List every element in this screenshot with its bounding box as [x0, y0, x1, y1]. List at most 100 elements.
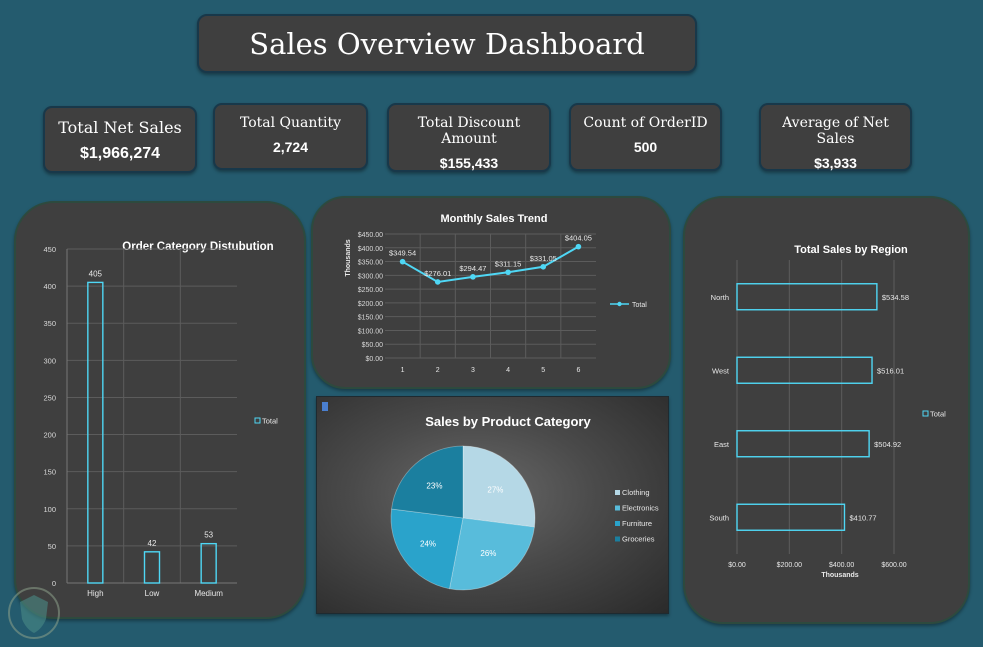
data-label: $410.77: [849, 513, 876, 522]
data-label: 24%: [420, 539, 436, 548]
data-point: [575, 243, 582, 250]
chart-title: Total Sales by Region: [794, 244, 908, 256]
bar: [200, 542, 217, 584]
data-label: 53: [204, 531, 213, 540]
data-point: [540, 263, 547, 270]
data-label: 405: [89, 269, 103, 278]
data-label: $331.05: [530, 254, 557, 263]
legend-label: Total: [930, 410, 946, 419]
x-tick-label: $600.00: [881, 562, 906, 569]
dashboard-title-box: Sales Overview Dashboard: [197, 14, 697, 73]
legend-swatch: [615, 490, 620, 495]
series-line: [402, 245, 579, 283]
bar: [736, 503, 846, 531]
x-tick-label: 4: [506, 367, 510, 374]
y-tick-label: East: [714, 440, 730, 449]
y-tick-label: 400: [43, 282, 56, 291]
kpi-label: Count of OrderID: [583, 115, 708, 131]
kpi-value: 500: [633, 139, 658, 155]
monthly-trend-line-chart: Monthly Sales Trend Thousands $0.00 $50.00 $…: [345, 213, 647, 374]
chart-title: Monthly Sales Trend: [441, 213, 548, 225]
y-tick-label: 300: [43, 356, 56, 365]
kpi-card-total-quantity: Total Quantity 2,724: [213, 103, 368, 170]
bar: [736, 283, 878, 311]
y-tick-label: South: [709, 513, 729, 522]
pie-slice: [449, 517, 535, 591]
y-tick-label: 50: [48, 542, 56, 551]
x-axis-label: Thousands: [821, 572, 858, 579]
y-tick-label: $250.00: [358, 287, 383, 294]
data-label: 27%: [487, 485, 503, 494]
y-tick-label: 150: [43, 468, 56, 477]
kpi-label: Total Discount Amount: [417, 115, 521, 147]
product-pie-chart: Sales by Product Category 27% 26% 24% 23% Clo…: [322, 402, 659, 591]
x-tick-label: $400.00: [829, 562, 854, 569]
y-tick-label: 450: [43, 245, 56, 254]
kpi-value: $3,933: [814, 155, 857, 171]
region-panel: Total Sales by Region $0.00 $200.00 $400.00…: [683, 196, 970, 624]
region-bar-chart: Total Sales by Region $0.00 $200.00 $400.00…: [709, 244, 946, 579]
legend-swatch: [922, 410, 929, 417]
y-tick-label: North: [711, 293, 729, 302]
y-tick-label: 350: [43, 319, 56, 328]
pie-slice: [391, 445, 464, 519]
data-label: $311.15: [495, 259, 522, 268]
kpi-card-total-discount: Total Discount Amount $155,433: [387, 103, 551, 172]
bar: [736, 356, 873, 384]
y-tick-label: $0.00: [365, 356, 383, 363]
data-label: $504.92: [874, 440, 901, 449]
legend-marker: [617, 301, 622, 307]
y-tick-label: $100.00: [358, 328, 383, 335]
legend-swatch: [615, 536, 620, 542]
data-label: $276.01: [424, 269, 451, 278]
y-tick-label: $300.00: [358, 273, 383, 280]
legend-label: Groceries: [622, 535, 655, 544]
data-label: $516.01: [877, 366, 904, 375]
y-tick-label: $450.00: [358, 232, 383, 239]
y-tick-label: 0: [52, 579, 56, 588]
selection-handle: [322, 402, 328, 411]
pie-slice: [390, 508, 464, 590]
kpi-card-average-net-sales: Average of Net Sales $3,933: [759, 103, 912, 171]
y-tick-label: $350.00: [358, 260, 383, 267]
x-tick-label: 5: [541, 367, 545, 374]
chart-title: Sales by Product Category: [425, 414, 591, 429]
bar: [143, 551, 161, 584]
data-label: $349.54: [389, 249, 416, 258]
x-tick-label: 6: [576, 367, 580, 374]
y-tick-label: $50.00: [362, 342, 384, 349]
x-tick-label: $0.00: [728, 562, 746, 569]
data-point: [470, 274, 476, 280]
legend-label: Total: [262, 417, 278, 426]
legend-label: Total: [632, 302, 647, 309]
trend-panel: Monthly Sales Trend Thousands $0.00 $50.00 $…: [311, 196, 671, 389]
y-tick-label: 200: [43, 431, 56, 440]
legend-swatch: [615, 505, 620, 511]
y-tick-label: $150.00: [358, 315, 383, 322]
x-tick-label: Low: [145, 589, 160, 598]
data-point: [434, 279, 441, 285]
bar: [87, 281, 104, 584]
x-tick-label: 2: [436, 367, 440, 374]
y-tick-label: 250: [43, 393, 56, 402]
x-tick-label: 3: [471, 367, 475, 374]
legend-label: Furniture: [622, 519, 652, 528]
pie-slice: [462, 445, 536, 528]
data-label: 42: [148, 539, 157, 548]
product-panel: Sales by Product Category 27% 26% 24% 23% Clo…: [316, 396, 669, 614]
kpi-card-total-net-sales: Total Net Sales $1,966,274: [43, 106, 197, 173]
data-label: 23%: [426, 482, 442, 491]
logo-shield-icon: [8, 587, 60, 639]
data-label: $404.05: [565, 234, 592, 243]
y-axis-label: Thousands: [345, 239, 352, 276]
data-label: $294.47: [459, 264, 486, 273]
data-label: $534.58: [882, 293, 909, 302]
x-tick-label: $200.00: [777, 562, 802, 569]
bar: [736, 430, 870, 458]
legend-label: Electronics: [622, 504, 659, 513]
data-point: [505, 269, 511, 276]
kpi-value: $1,966,274: [79, 145, 161, 162]
y-tick-label: 100: [43, 505, 56, 514]
kpi-value: $155,433: [439, 155, 499, 171]
kpi-label: Total Quantity: [239, 115, 342, 131]
